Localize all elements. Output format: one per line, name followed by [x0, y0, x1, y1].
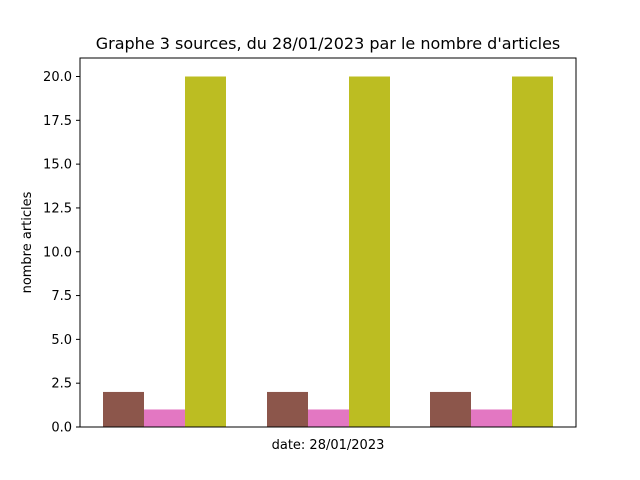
y-tick-label: 12.5: [43, 201, 72, 216]
bars-layer: [103, 76, 553, 427]
x-axis-label: date: 28/01/2023: [272, 438, 385, 453]
y-tick-label: 15.0: [43, 158, 72, 173]
y-tick-label: 5.0: [51, 333, 72, 348]
bar-series-1-group-1: [103, 391, 144, 427]
bar-series-2-group-3: [471, 409, 512, 427]
bar-series-2-group-1: [144, 409, 185, 427]
y-tick-label: 17.5: [43, 114, 72, 129]
bar-series-3-group-3: [512, 76, 553, 427]
bar-series-3-group-2: [349, 76, 390, 427]
y-axis-ticks: 0.0 2.5 5.0 7.5 10.0 12.5 15.0 17.5 20.0: [43, 70, 80, 436]
bar-series-3-group-1: [185, 76, 226, 427]
plot-frame: [79, 57, 577, 428]
bar-series-1-group-2: [267, 391, 308, 427]
bar-series-2-group-2: [308, 409, 349, 427]
bar-series-1-group-3: [430, 391, 471, 427]
chart-title: Graphe 3 sources, du 28/01/2023 par le n…: [96, 34, 561, 53]
y-tick-label: 0.0: [51, 421, 72, 436]
y-tick-label: 20.0: [43, 70, 72, 85]
y-tick-label: 2.5: [51, 377, 72, 392]
y-tick-label: 7.5: [51, 289, 72, 304]
y-tick-label: 10.0: [43, 245, 72, 260]
y-axis-label: nombre articles: [20, 191, 35, 293]
